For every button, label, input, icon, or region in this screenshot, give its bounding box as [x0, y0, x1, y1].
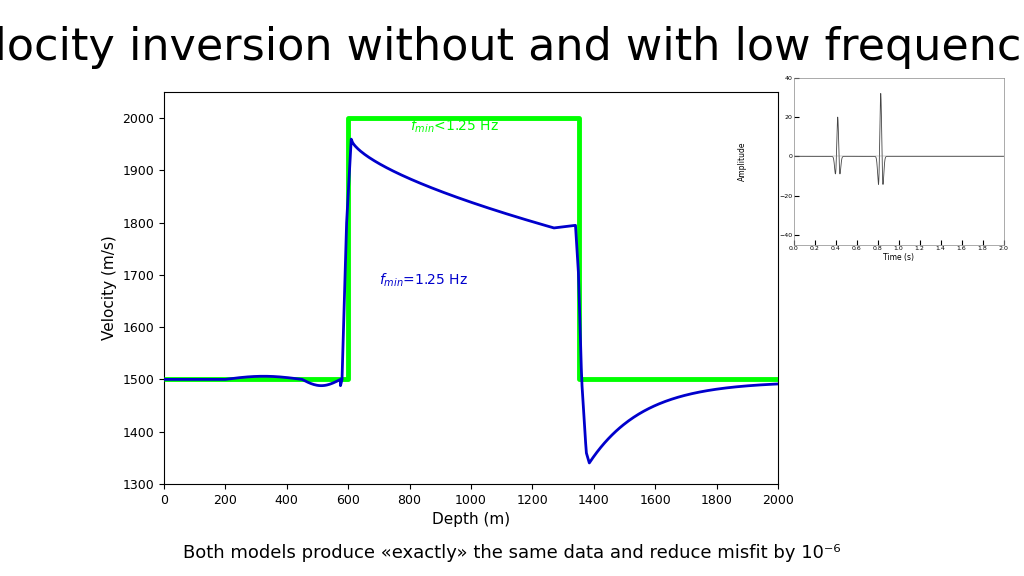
Y-axis label: Velocity (m/s): Velocity (m/s) — [101, 236, 117, 340]
Text: $f_{min}$=1.25 Hz: $f_{min}$=1.25 Hz — [379, 271, 468, 289]
Text: Both models produce «exactly» the same data and reduce misfit by 10⁻⁶: Both models produce «exactly» the same d… — [183, 544, 841, 562]
Text: $f_{min}$<1.25 Hz: $f_{min}$<1.25 Hz — [410, 118, 499, 135]
X-axis label: Time (s): Time (s) — [883, 253, 914, 262]
X-axis label: Depth (m): Depth (m) — [432, 512, 510, 527]
Y-axis label: Amplitude: Amplitude — [738, 142, 748, 181]
Text: Velocity inversion without and with low frequencies: Velocity inversion without and with low … — [0, 26, 1024, 69]
